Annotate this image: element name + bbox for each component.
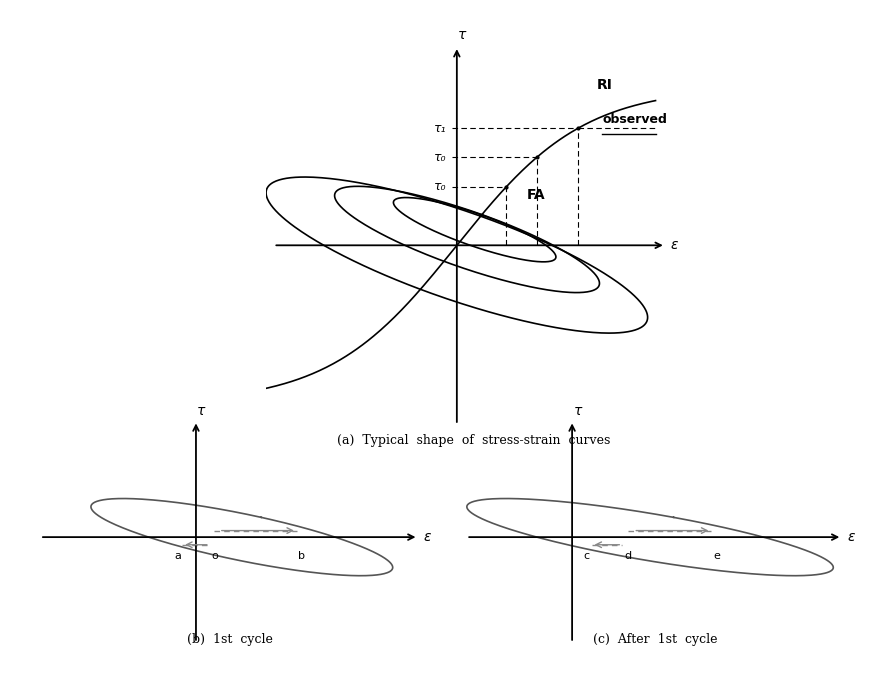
Text: FA: FA xyxy=(527,188,546,202)
Text: τ: τ xyxy=(573,404,582,419)
Text: (c)  After  1st  cycle: (c) After 1st cycle xyxy=(594,633,718,646)
Text: c: c xyxy=(583,551,589,561)
Text: τ₀: τ₀ xyxy=(434,180,447,193)
Text: b: b xyxy=(298,551,305,561)
Text: (b)  1st  cycle: (b) 1st cycle xyxy=(188,633,273,646)
Text: τ₀: τ₀ xyxy=(434,151,447,164)
Text: e: e xyxy=(713,551,720,561)
Text: d: d xyxy=(625,551,632,561)
Text: observed: observed xyxy=(602,113,667,127)
Text: ε: ε xyxy=(423,530,431,544)
Text: (a)  Typical  shape  of  stress-strain  curves: (a) Typical shape of stress-strain curve… xyxy=(338,434,610,447)
Text: a: a xyxy=(175,551,181,561)
Text: ε: ε xyxy=(671,238,679,252)
Text: τ₁: τ₁ xyxy=(434,122,447,135)
Text: τ: τ xyxy=(197,404,205,419)
Text: RI: RI xyxy=(597,78,613,92)
Text: ε: ε xyxy=(848,530,855,544)
Text: o: o xyxy=(211,551,218,561)
Text: τ: τ xyxy=(458,28,466,42)
